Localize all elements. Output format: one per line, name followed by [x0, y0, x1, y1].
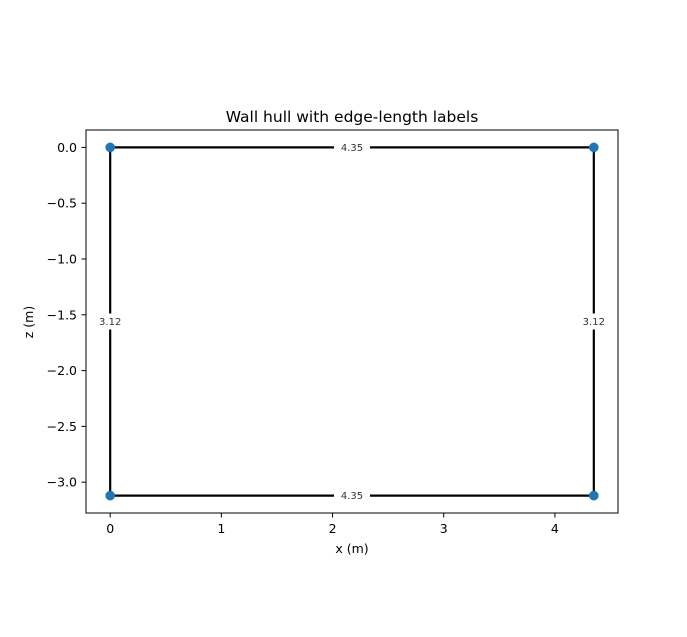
hull-vertex	[588, 490, 599, 501]
edge-length-labels: 4.35 3.12 4.35 3.12	[92, 139, 612, 504]
x-tick-label: 3	[440, 521, 448, 536]
edge-label: 4.35	[334, 139, 370, 156]
chart-title: Wall hull with edge-length labels	[226, 108, 479, 126]
y-tick-label: −3.0	[47, 475, 77, 490]
hull-vertex	[105, 142, 116, 153]
edge-label-box	[334, 139, 370, 156]
edge-label-box	[575, 313, 612, 330]
y-tick-label: 0.0	[57, 140, 77, 155]
x-tick-label: 2	[329, 521, 337, 536]
plot-area	[85, 129, 619, 514]
edge-length-label: 4.35	[341, 143, 363, 154]
y-tick-label: −2.0	[47, 363, 77, 378]
y-tick-label: −2.5	[47, 419, 77, 434]
x-axis-label: x (m)	[335, 541, 368, 556]
y-tick-label: −0.5	[47, 196, 77, 211]
x-tick-label: 0	[106, 521, 114, 536]
y-axis-label: z (m)	[21, 306, 36, 338]
hull-vertices	[105, 142, 599, 501]
x-tick-label: 1	[217, 521, 225, 536]
y-axis-ticks: 0.0 −0.5 −1.0 −1.5 −2.0 −2.5 −3.0	[47, 140, 86, 490]
hull-vertex	[588, 142, 599, 153]
y-tick-label: −1.5	[47, 307, 77, 322]
edge-length-label: 4.35	[341, 491, 363, 502]
edge-label: 3.12	[575, 313, 612, 330]
edge-length-label: 3.12	[583, 317, 605, 328]
x-tick-label: 4	[551, 521, 559, 536]
edge-label-box	[334, 487, 370, 504]
edge-label-box	[92, 313, 129, 330]
hull-vertex	[105, 490, 116, 501]
edge-length-label: 3.12	[99, 317, 121, 328]
plot-frame	[85, 129, 619, 514]
x-axis-ticks: 0 1 2 3 4	[106, 513, 559, 536]
edge-label: 4.35	[334, 487, 370, 504]
y-tick-label: −1.0	[47, 252, 77, 267]
edge-label: 3.12	[92, 313, 129, 330]
